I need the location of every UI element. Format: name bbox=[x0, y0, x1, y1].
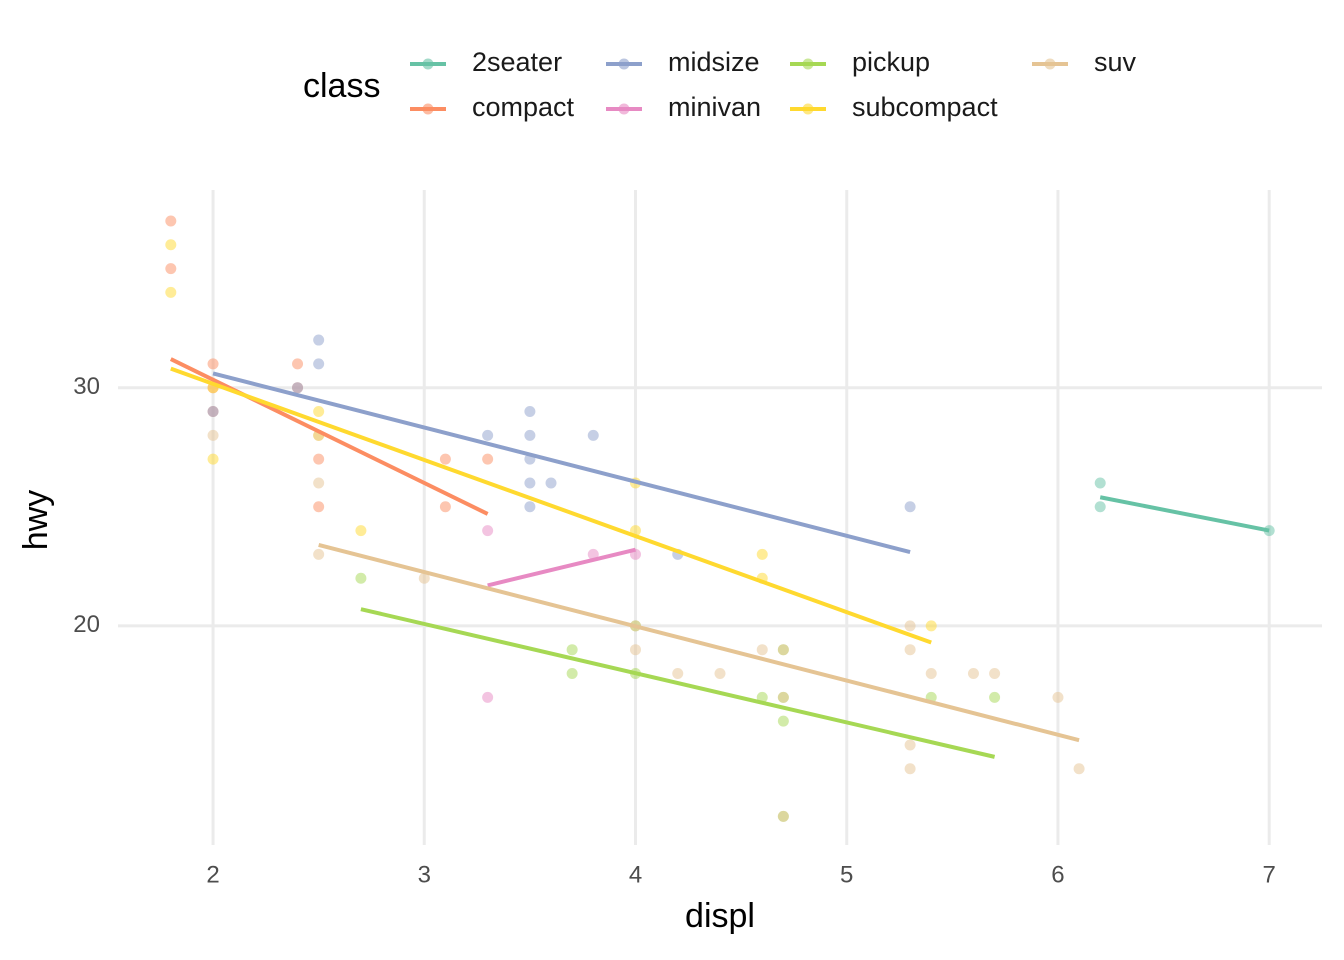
x-tick-label: 4 bbox=[629, 861, 642, 888]
fit-line bbox=[169, 357, 489, 516]
point bbox=[165, 239, 177, 251]
point bbox=[777, 644, 789, 656]
point bbox=[524, 429, 536, 441]
point bbox=[566, 668, 578, 680]
point bbox=[313, 334, 325, 346]
point bbox=[482, 453, 494, 465]
point bbox=[207, 453, 219, 465]
fit-line bbox=[360, 607, 996, 759]
point bbox=[989, 668, 1001, 680]
point bbox=[313, 406, 325, 418]
point bbox=[524, 501, 536, 513]
grid bbox=[118, 190, 1322, 845]
point bbox=[165, 286, 177, 298]
point bbox=[904, 501, 916, 513]
point bbox=[207, 406, 219, 418]
point bbox=[524, 477, 536, 489]
legend-item: suv bbox=[1032, 47, 1137, 77]
point bbox=[989, 691, 1001, 703]
point bbox=[714, 668, 726, 680]
x-tick-label: 5 bbox=[840, 861, 853, 888]
legend-label: compact bbox=[472, 92, 575, 122]
point bbox=[630, 644, 642, 656]
point bbox=[1073, 763, 1085, 775]
x-tick-label: 3 bbox=[418, 861, 431, 888]
y-tick-label: 20 bbox=[73, 611, 100, 638]
legend-label: minivan bbox=[668, 92, 761, 122]
point bbox=[904, 620, 916, 632]
legend-label: pickup bbox=[852, 47, 930, 77]
point bbox=[439, 501, 451, 513]
point bbox=[777, 810, 789, 822]
point bbox=[313, 358, 325, 370]
legend-key-point bbox=[802, 103, 814, 115]
point bbox=[545, 477, 557, 489]
point bbox=[777, 715, 789, 727]
point bbox=[1094, 477, 1106, 489]
legend-item: subcompact bbox=[790, 92, 998, 122]
point bbox=[165, 263, 177, 275]
point bbox=[925, 620, 937, 632]
point bbox=[313, 477, 325, 489]
point bbox=[482, 525, 494, 537]
point bbox=[292, 382, 304, 394]
legend-label: suv bbox=[1094, 47, 1137, 77]
legend-item: minivan bbox=[606, 92, 761, 122]
point bbox=[292, 358, 304, 370]
fit-line bbox=[212, 371, 911, 554]
point bbox=[207, 429, 219, 441]
point bbox=[967, 668, 979, 680]
point bbox=[904, 763, 916, 775]
x-tick-label: 2 bbox=[206, 861, 219, 888]
point bbox=[777, 691, 789, 703]
point bbox=[904, 739, 916, 751]
legend-key-point bbox=[618, 58, 630, 70]
point bbox=[313, 548, 325, 560]
point bbox=[1052, 691, 1064, 703]
point bbox=[313, 453, 325, 465]
point bbox=[524, 406, 536, 418]
legend-label: 2seater bbox=[472, 47, 562, 77]
point bbox=[904, 644, 916, 656]
legend-label: subcompact bbox=[852, 92, 998, 122]
point bbox=[756, 644, 768, 656]
point bbox=[756, 548, 768, 560]
point bbox=[587, 429, 599, 441]
legend-item: compact bbox=[410, 92, 575, 122]
fit-line bbox=[1099, 495, 1270, 533]
legend-title: class bbox=[303, 67, 380, 105]
point bbox=[566, 644, 578, 656]
legend-key-point bbox=[1044, 58, 1056, 70]
legend-key-point bbox=[422, 103, 434, 115]
x-axis-label: displ bbox=[685, 897, 755, 935]
legend-item: midsize bbox=[606, 47, 760, 77]
point bbox=[482, 429, 494, 441]
point bbox=[482, 691, 494, 703]
point bbox=[313, 501, 325, 513]
legend-key-point bbox=[422, 58, 434, 70]
point bbox=[439, 453, 451, 465]
point bbox=[165, 215, 177, 227]
legend-label: midsize bbox=[668, 47, 760, 77]
y-axis-label: hwy bbox=[17, 490, 55, 550]
point bbox=[672, 668, 684, 680]
point bbox=[355, 572, 367, 584]
point bbox=[207, 358, 219, 370]
legend-key-point bbox=[802, 58, 814, 70]
legend-item: pickup bbox=[790, 47, 930, 77]
point bbox=[925, 668, 937, 680]
x-tick-label: 7 bbox=[1263, 861, 1276, 888]
point bbox=[418, 572, 430, 584]
legend-key-point bbox=[618, 103, 630, 115]
fit-line bbox=[487, 547, 636, 588]
x-tick-label: 6 bbox=[1051, 861, 1064, 888]
y-tick-label: 30 bbox=[73, 373, 100, 400]
fit-line bbox=[318, 542, 1080, 743]
point bbox=[1094, 501, 1106, 513]
legend-item: 2seater bbox=[410, 47, 562, 77]
fit-line bbox=[170, 366, 932, 645]
point bbox=[355, 525, 367, 537]
